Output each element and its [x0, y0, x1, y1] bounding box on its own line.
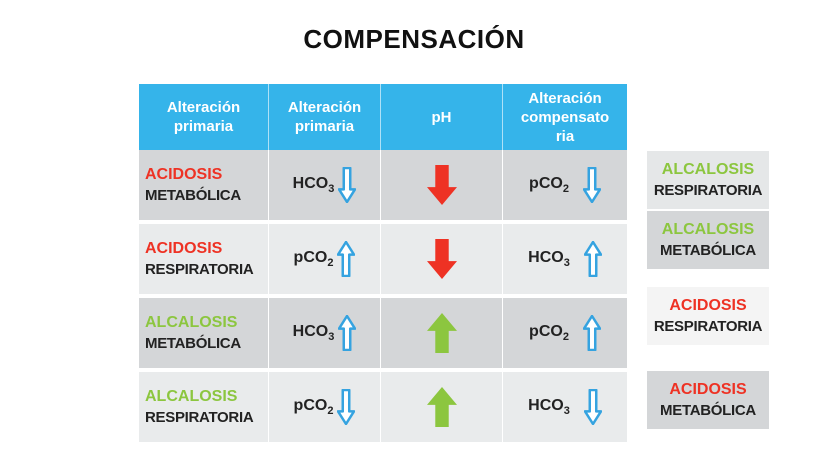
- table-header: Alteración primaria Alteración primaria pH…: [139, 84, 627, 150]
- chemical-subscript: 3: [563, 405, 570, 418]
- table-row: ACIDOSIS METABÓLICA HCO3 pCO2: [139, 150, 627, 220]
- chemical-name: pCO: [293, 248, 328, 266]
- compensation-result: ACIDOSIS RESPIRATORIA: [647, 287, 769, 345]
- result-word: ACIDOSIS: [669, 381, 747, 398]
- page-title: COMPENSACIÓN: [303, 24, 525, 54]
- header-line: compensato: [520, 108, 610, 126]
- up-arrow-icon: [583, 241, 602, 277]
- header-line: ria: [555, 127, 575, 145]
- condition-type: RESPIRATORIA: [145, 261, 254, 278]
- primary-condition: ACIDOSIS METABÓLICA: [139, 150, 269, 220]
- chemical-formula: HCO3: [528, 397, 570, 417]
- header-line: primaria: [294, 118, 355, 135]
- primary-change: pCO2: [269, 372, 381, 442]
- chemical-formula: pCO2: [529, 175, 569, 195]
- condition-type: RESPIRATORIA: [145, 409, 254, 426]
- compensation-result: ACIDOSIS METABÓLICA: [647, 371, 769, 429]
- up-arrow-icon: [337, 241, 356, 277]
- chemical-name: HCO: [528, 396, 564, 414]
- down-arrow-icon: [426, 165, 457, 205]
- ph-change: [381, 150, 503, 220]
- result-word: ACIDOSIS: [669, 297, 747, 314]
- result-type: RESPIRATORIA: [653, 318, 763, 335]
- primary-condition: ALCALOSIS RESPIRATORIA: [139, 372, 269, 442]
- header-primary-alteration-2: Alteración primaria: [269, 84, 381, 150]
- chemical-name: pCO: [293, 396, 328, 414]
- down-arrow-icon: [582, 167, 601, 203]
- chemical-subscript: 2: [327, 257, 334, 270]
- chemical-name: HCO: [292, 174, 329, 192]
- result-type: METABÓLICA: [660, 402, 756, 419]
- chemical-label: pCO2: [294, 389, 356, 425]
- result-type: METABÓLICA: [660, 242, 756, 259]
- chemical-subscript: 2: [562, 331, 569, 344]
- header-line: Alteración: [528, 89, 602, 107]
- chemical-subscript: 3: [563, 257, 570, 270]
- condition-type: METABÓLICA: [145, 187, 241, 204]
- chemical-formula: pCO2: [529, 323, 569, 343]
- header-compensatory-alteration: Alteración compensato ria: [503, 84, 627, 150]
- chemical-label: pCO2: [529, 167, 601, 203]
- chemical-subscript: 2: [562, 183, 569, 196]
- down-arrow-icon: [583, 389, 602, 425]
- chemical-formula: pCO2: [294, 249, 334, 269]
- table-row: ALCALOSIS RESPIRATORIA pCO2 HCO3: [139, 368, 627, 442]
- chemical-name: HCO: [528, 248, 564, 266]
- result-word: ALCALOSIS: [661, 161, 755, 178]
- chemical-name: pCO: [529, 174, 563, 192]
- chemical-formula: pCO2: [294, 397, 334, 417]
- result-type: RESPIRATORIA: [653, 182, 763, 199]
- header-line: pH: [431, 108, 452, 126]
- ph-change: [381, 224, 503, 294]
- compensation-result: ALCALOSIS METABÓLICA: [647, 211, 769, 269]
- up-arrow-icon: [338, 315, 357, 351]
- condition-word: ACIDOSIS: [145, 240, 223, 257]
- header-line: Alteración: [166, 99, 241, 116]
- chemical-formula: HCO3: [528, 249, 570, 269]
- header-primary-alteration-1: Alteración primaria: [139, 84, 269, 150]
- condition-word: ALCALOSIS: [145, 314, 238, 331]
- condition-word: ALCALOSIS: [145, 388, 238, 405]
- header-line: primaria: [173, 118, 234, 135]
- chemical-name: HCO: [292, 322, 329, 340]
- table-row: ACIDOSIS RESPIRATORIA pCO2 HCO3: [139, 220, 627, 294]
- chemical-label: HCO3: [528, 241, 602, 277]
- chemical-subscript: 3: [328, 183, 335, 196]
- chemical-subscript: 2: [327, 405, 334, 418]
- chemical-label: HCO3: [528, 389, 602, 425]
- compensation-result: ALCALOSIS RESPIRATORIA: [647, 151, 769, 209]
- header-ph: pH: [381, 84, 503, 150]
- result-word: ALCALOSIS: [661, 221, 755, 238]
- down-arrow-icon: [426, 239, 457, 279]
- up-arrow-icon: [426, 313, 457, 353]
- primary-change: HCO3: [269, 298, 381, 368]
- primary-condition: ALCALOSIS METABÓLICA: [139, 298, 269, 368]
- chemical-label: HCO3: [293, 315, 357, 351]
- primary-condition: ACIDOSIS RESPIRATORIA: [139, 224, 269, 294]
- table-row: ALCALOSIS METABÓLICA HCO3 pCO2: [139, 294, 627, 368]
- down-arrow-icon: [337, 389, 356, 425]
- condition-type: METABÓLICA: [145, 335, 241, 352]
- chemical-label: pCO2: [294, 241, 356, 277]
- compensatory-change: pCO2: [503, 298, 627, 368]
- up-arrow-icon: [582, 315, 601, 351]
- condition-word: ACIDOSIS: [145, 166, 223, 183]
- chemical-label: pCO2: [529, 315, 601, 351]
- chemical-subscript: 3: [328, 331, 335, 344]
- compensatory-change: pCO2: [503, 150, 627, 220]
- ph-change: [381, 298, 503, 368]
- compensatory-change: HCO3: [503, 372, 627, 442]
- chemical-name: pCO: [529, 322, 563, 340]
- ph-change: [381, 372, 503, 442]
- primary-change: HCO3: [269, 150, 381, 220]
- chemical-label: HCO3: [293, 167, 357, 203]
- chemical-formula: HCO3: [293, 175, 335, 195]
- chemical-formula: HCO3: [293, 323, 335, 343]
- up-arrow-icon: [426, 387, 457, 427]
- compensation-table: Alteración primaria Alteración primaria pH…: [139, 84, 627, 442]
- down-arrow-icon: [338, 167, 357, 203]
- header-line: Alteración: [287, 99, 362, 116]
- compensatory-change: HCO3: [503, 224, 627, 294]
- primary-change: pCO2: [269, 224, 381, 294]
